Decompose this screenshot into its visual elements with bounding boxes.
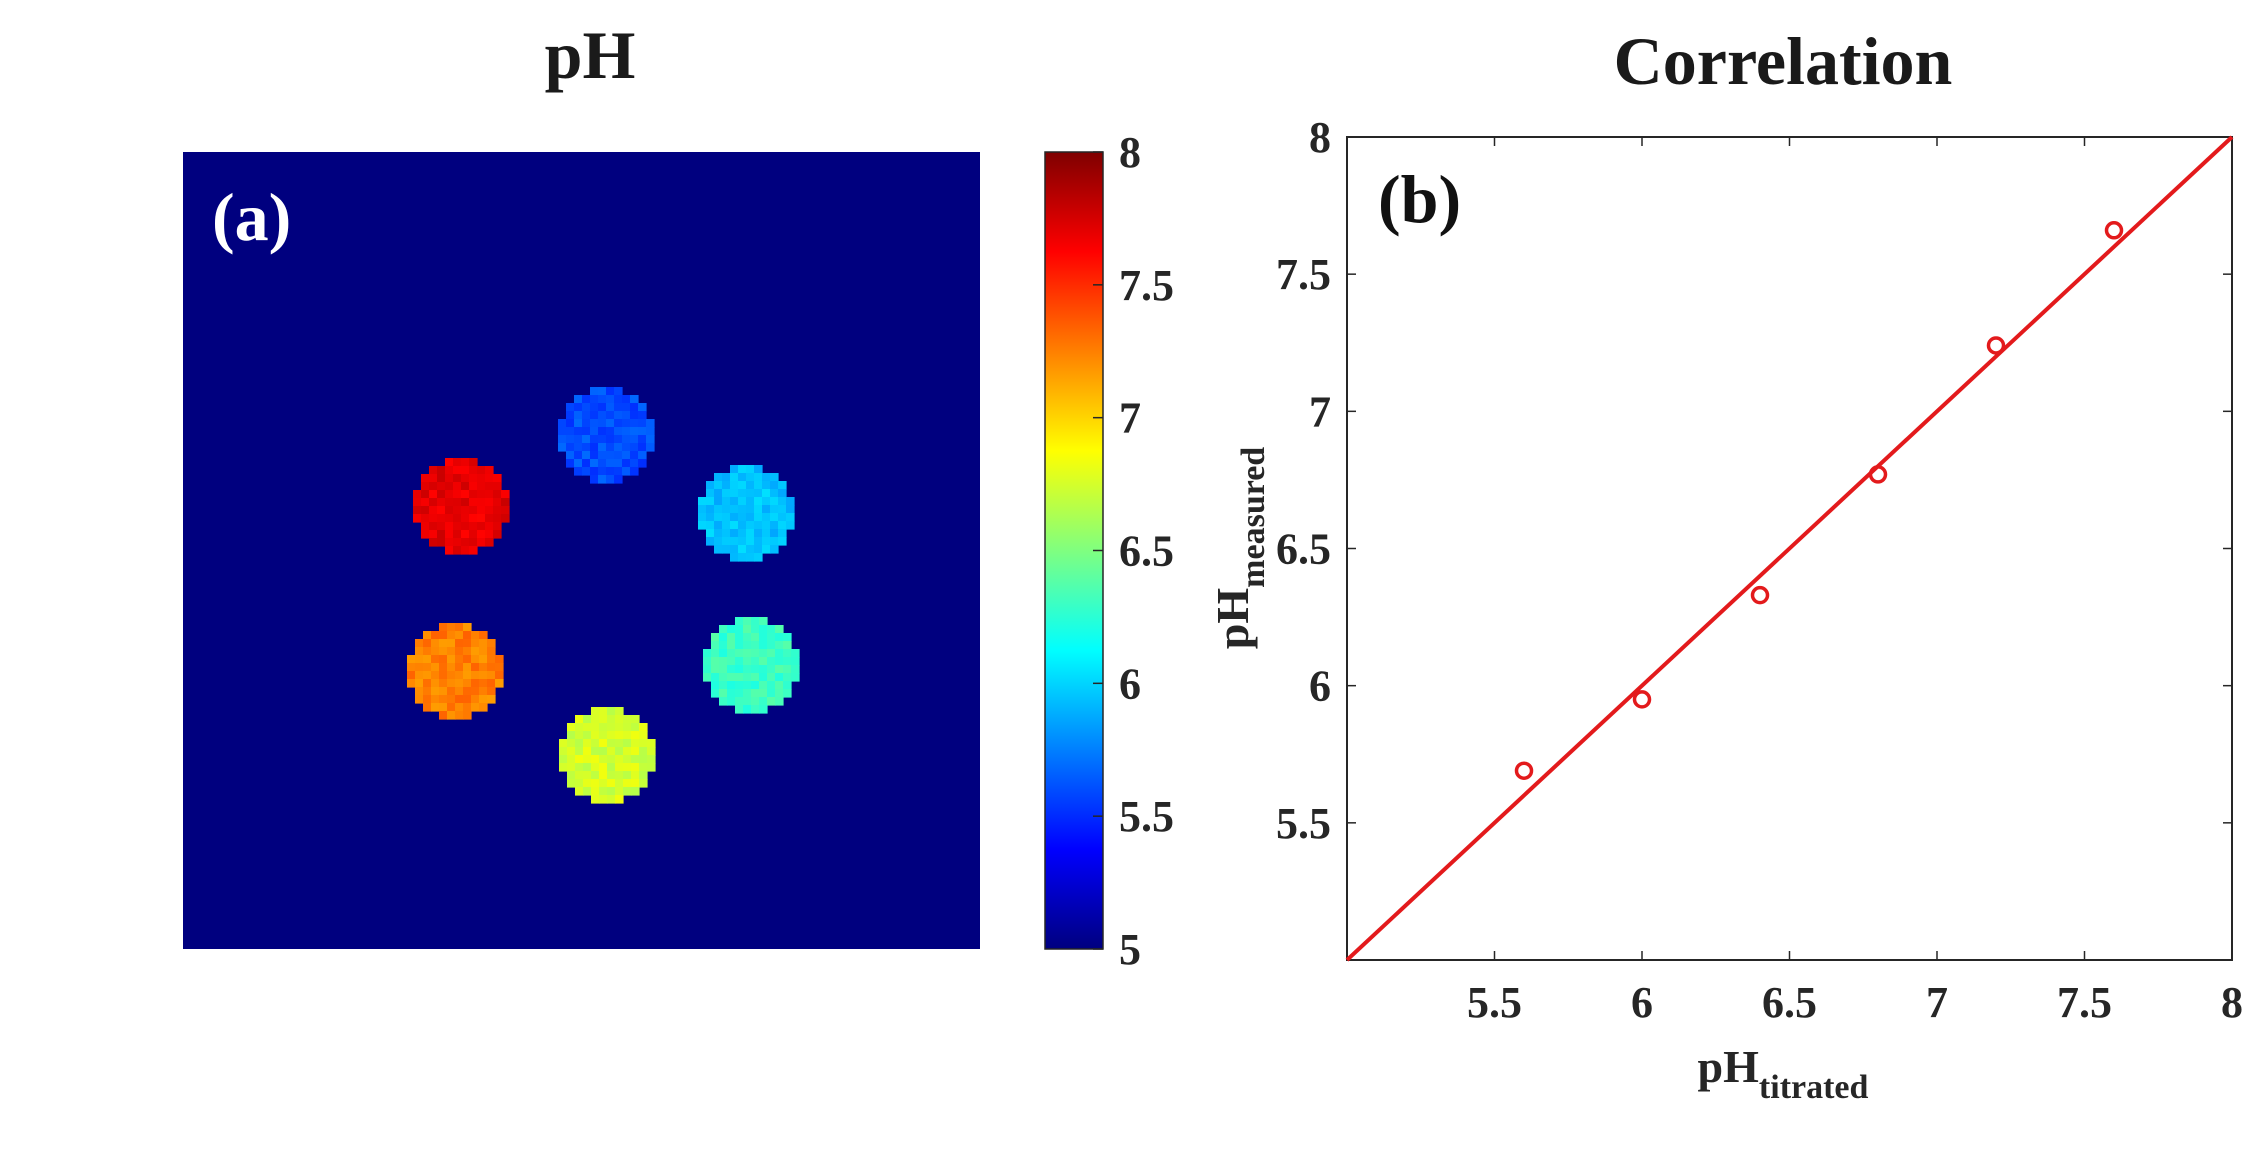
colorbar-tick-label: 8	[1119, 128, 1141, 177]
y-tick-label: 5.5	[1276, 799, 1331, 848]
data-point	[1868, 465, 1888, 484]
phantom-upper-right	[698, 465, 795, 562]
data-points	[1514, 221, 2124, 780]
axis-ticks: 5.5 6 6.5 7 7.5 8 5.5 6 6.5 7 7.5 8	[1276, 113, 2243, 1027]
colorbar-tick-label: 5	[1119, 925, 1141, 974]
phantom-bottom	[559, 707, 656, 804]
colorbar-tick-label: 6	[1119, 659, 1141, 708]
colorbar-tick-label: 7.5	[1119, 261, 1174, 310]
colorbar-tick-label: 7	[1119, 394, 1141, 443]
data-point	[1514, 761, 1534, 780]
x-tick-label: 8	[2221, 978, 2243, 1027]
y-axis-label-main: pH	[1207, 588, 1258, 650]
y-tick-label: 7	[1309, 387, 1331, 436]
panel-b-title: Correlation	[1614, 23, 1953, 99]
x-tick-label: 5.5	[1467, 978, 1522, 1027]
y-axis-label-sub: measured	[1235, 447, 1272, 588]
colorbar-tick-label: 5.5	[1119, 792, 1174, 841]
data-point	[1986, 336, 2006, 355]
phantom-lower-right	[703, 617, 800, 714]
x-axis-label: pHtitrated	[1698, 1041, 1869, 1106]
colorbar-tick-label: 6.5	[1119, 527, 1174, 576]
data-point	[1750, 585, 1770, 605]
x-axis-label-sub: titrated	[1759, 1069, 1869, 1106]
x-tick-label: 7	[1926, 978, 1948, 1027]
panel-b-label: (b)	[1378, 161, 1461, 237]
x-tick-label: 6	[1631, 978, 1653, 1027]
y-tick-label: 6.5	[1276, 525, 1331, 574]
phantom-group	[407, 387, 800, 804]
panel-b: Correlation 5.5 6 6.5 7 7.5 8 5.5 6 6.5 7 7.5 8 (b)…	[1207, 23, 2243, 1106]
ph-map-background	[183, 152, 980, 949]
y-tick-label: 6	[1309, 662, 1331, 711]
colorbar: 5 5.5 6 6.5 7 7.5 8	[1044, 128, 1174, 974]
y-tick-label: 7.5	[1276, 250, 1331, 299]
fit-line	[1345, 135, 2234, 962]
x-axis-label-main: pH	[1698, 1041, 1760, 1092]
panel-a-title: pH	[545, 17, 636, 93]
data-point	[1632, 690, 1652, 709]
x-tick-label: 7.5	[2057, 978, 2112, 1027]
colorbar-ticks: 5 5.5 6 6.5 7 7.5 8	[1093, 128, 1174, 974]
phantom-upper-left	[413, 458, 510, 555]
phantom-lower-left	[407, 623, 504, 720]
x-tick-label: 6.5	[1762, 978, 1817, 1027]
data-point	[2104, 221, 2124, 240]
y-tick-label: 8	[1309, 113, 1331, 162]
panel-a-label: (a)	[212, 179, 291, 255]
panel-a: pH (a)	[183, 17, 980, 949]
y-axis-label: pHmeasured	[1207, 447, 1272, 649]
phantom-top	[558, 387, 655, 484]
